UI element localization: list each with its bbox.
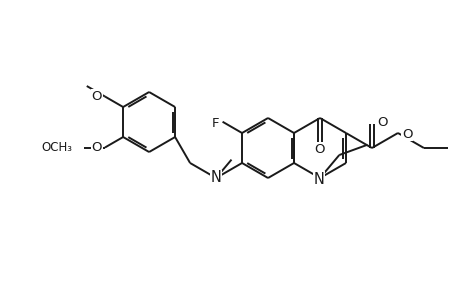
Text: N: N [210, 170, 221, 185]
Text: O: O [91, 141, 102, 154]
Text: O: O [376, 116, 386, 128]
Text: F: F [212, 117, 219, 130]
Text: O: O [401, 128, 412, 140]
Text: OCH₃: OCH₃ [41, 141, 72, 154]
Text: N: N [313, 172, 324, 187]
Text: O: O [91, 90, 102, 103]
Text: O: O [314, 143, 325, 156]
